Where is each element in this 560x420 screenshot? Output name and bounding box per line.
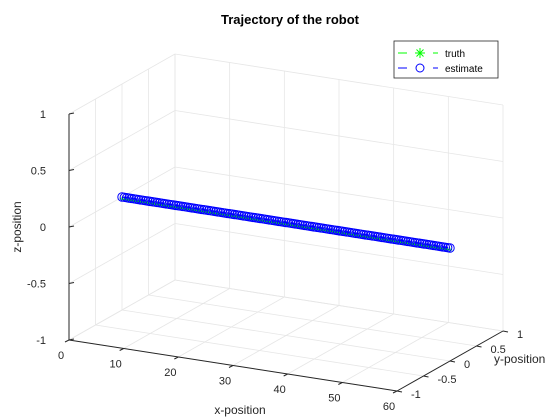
x-tick-3 xyxy=(228,365,234,368)
y-tick-label-2: 0 xyxy=(464,359,470,371)
z-tick-2 xyxy=(68,225,75,228)
series-layer xyxy=(117,192,455,253)
side-wall-grid-z-1 xyxy=(68,223,176,284)
x-tick-label-4: 40 xyxy=(274,384,286,396)
x-tick-6 xyxy=(392,390,398,394)
x-tick-0 xyxy=(64,339,70,343)
floor-grid-y-3 xyxy=(148,294,477,347)
legend-item-estimate: estimate xyxy=(398,63,483,75)
x-tick-label-2: 20 xyxy=(164,367,176,379)
legend-marker-estimate xyxy=(415,63,425,73)
z-tick-3 xyxy=(68,169,75,171)
back-wall-grid-z-2 xyxy=(174,166,504,219)
legend: truth estimate xyxy=(393,40,499,79)
y-tick-label-0: -1 xyxy=(411,389,421,401)
side-wall-grid-z-4 xyxy=(68,53,176,115)
y-tick-label-1: -0.5 xyxy=(438,374,457,386)
legend-item-truth: truth xyxy=(398,48,465,60)
side-wall-grid-z-0 xyxy=(68,279,176,341)
x-axis-label: x-position xyxy=(214,403,265,417)
z-axis-label: z-position xyxy=(10,201,24,252)
z-tick-0 xyxy=(68,338,75,341)
z-tick-label-1: -0.5 xyxy=(27,279,46,291)
back-wall-grid-z-0 xyxy=(174,279,504,332)
x-tick-4 xyxy=(283,373,288,377)
back-wall-grid-z-1 xyxy=(174,223,504,275)
y-tick-1 xyxy=(423,375,429,378)
x-tick-label-6: 60 xyxy=(383,401,395,413)
x-tick-label-1: 10 xyxy=(110,359,122,371)
x-tick-1 xyxy=(119,348,124,351)
floor-grid-y-2 xyxy=(121,309,451,362)
x-tick-label-0: 0 xyxy=(58,350,64,362)
y-tick-2 xyxy=(449,360,456,363)
x-tick-2 xyxy=(174,356,179,360)
axes-layer xyxy=(64,112,509,394)
legend-marker-truth xyxy=(415,48,425,58)
z-tick-label-0: -1 xyxy=(36,335,46,347)
y-tick-4 xyxy=(502,330,509,333)
y-axis-label: y-position xyxy=(494,352,545,366)
z-tick-4 xyxy=(68,112,75,115)
z-tick-1 xyxy=(68,282,75,284)
series-line-estimate xyxy=(121,196,451,249)
z-tick-label-2: 0 xyxy=(40,222,46,234)
y-tick-0 xyxy=(396,390,403,393)
x-tick-label-3: 30 xyxy=(219,376,231,388)
x-tick-label-5: 50 xyxy=(328,393,340,405)
side-wall-grid-z-3 xyxy=(68,110,176,171)
z-tick-label-4: 1 xyxy=(40,109,46,121)
back-wall-grid-z-4 xyxy=(174,53,504,106)
tick-label-layer: 0 10 20 30 40 50 60 -1 -0.5 0 0.5 1 -1 -0.5 0 0.5 1 xyxy=(27,109,523,413)
legend-label-truth: truth xyxy=(445,49,465,60)
legend-label-estimate: estimate xyxy=(445,64,483,75)
series-marker-estimate-140 xyxy=(445,243,455,253)
chart-title: Trajectory of the robot xyxy=(221,12,360,27)
back-wall-grid-z-3 xyxy=(174,110,504,162)
y-tick-label-3: 0.5 xyxy=(491,344,506,356)
x-tick-5 xyxy=(338,382,343,385)
y-tick-label-4: 1 xyxy=(517,329,523,341)
z-tick-label-3: 0.5 xyxy=(31,166,46,178)
y-tick-3 xyxy=(476,345,482,348)
legend-box xyxy=(393,40,499,79)
floor-grid-y-1 xyxy=(95,324,424,377)
